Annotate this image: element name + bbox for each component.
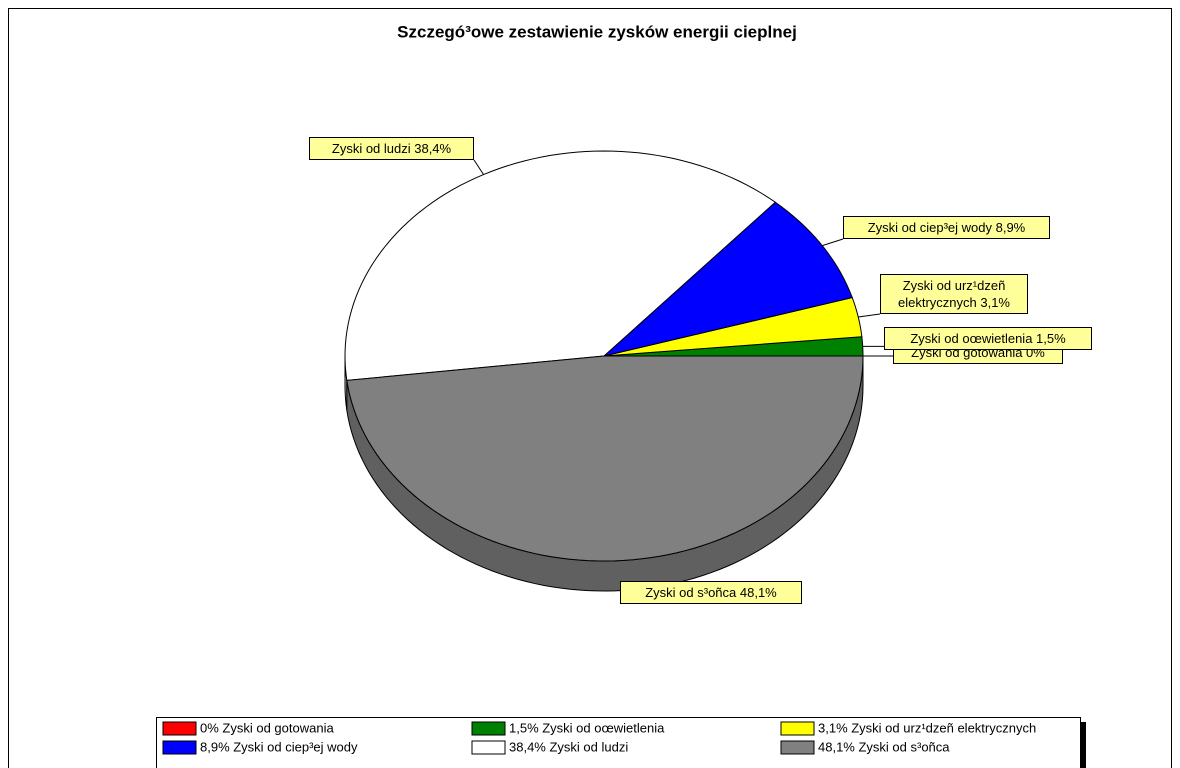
leader-line bbox=[858, 313, 881, 318]
slice bbox=[603, 201, 853, 357]
legend-swatch bbox=[780, 740, 815, 755]
legend-label: 8,9% Zyski od ciep³ej wody bbox=[200, 739, 358, 754]
legend-swatch bbox=[162, 721, 197, 736]
data-label: Zyski od urz¹dzeñ elektrycznych 3,1% bbox=[880, 274, 1028, 314]
data-label: Zyski od s³oñca 48,1% bbox=[620, 581, 802, 604]
chart-title: Szczegó³owe zestawienie zysków energii c… bbox=[397, 22, 797, 41]
legend-label: 1,5% Zyski od oœwietlenia bbox=[509, 720, 665, 735]
legend-label: 0% Zyski od gotowania bbox=[200, 720, 334, 735]
data-label: Zyski od ludzi 38,4% bbox=[309, 137, 474, 160]
legend-swatch bbox=[162, 740, 197, 755]
data-label: Zyski od oœwietlenia 1,5% bbox=[884, 327, 1092, 350]
legend-label: 38,4% Zyski od ludzi bbox=[509, 739, 628, 754]
legend-swatch bbox=[471, 721, 506, 736]
leader-lines bbox=[473, 159, 893, 592]
legend-label: 3,1% Zyski od urz¹dzeñ elektrycznych bbox=[818, 720, 1036, 735]
slice bbox=[344, 150, 777, 381]
pie-slices bbox=[344, 150, 864, 562]
legend-swatch bbox=[471, 740, 506, 755]
legend-label: 48,1% Zyski od s³oñca bbox=[818, 739, 950, 754]
legend-swatch bbox=[780, 721, 815, 736]
leader-line bbox=[473, 159, 484, 175]
legend bbox=[156, 717, 1081, 768]
slice bbox=[346, 355, 864, 562]
data-label: Zyski od ciep³ej wody 8,9% bbox=[843, 216, 1050, 239]
leader-line bbox=[822, 238, 844, 247]
